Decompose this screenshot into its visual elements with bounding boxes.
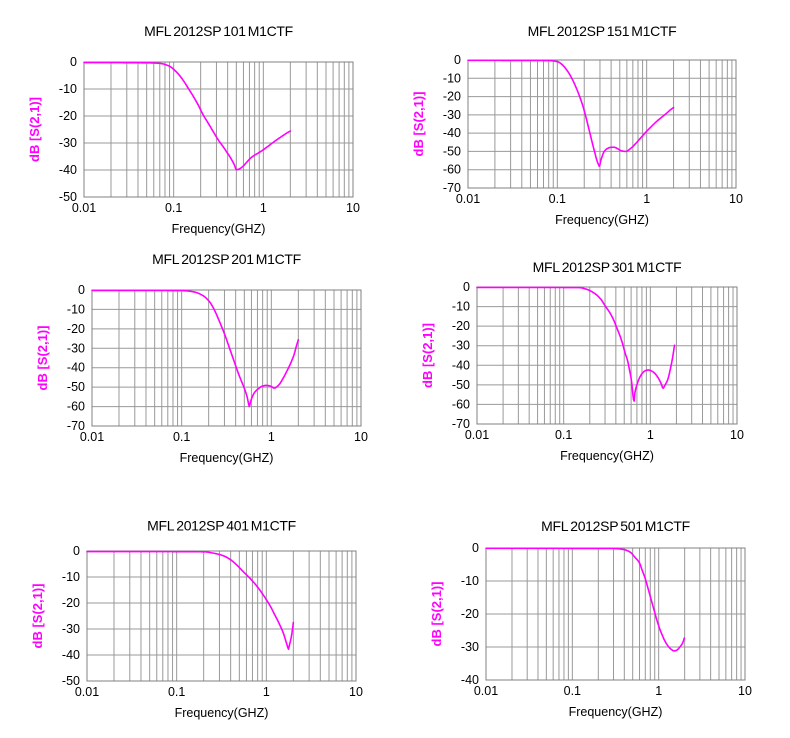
svg-text:1: 1 (655, 684, 662, 698)
svg-text:0: 0 (472, 541, 479, 555)
svg-text:0.01: 0.01 (474, 684, 498, 698)
svg-text:dB [S(2,1)]: dB [S(2,1)] (429, 582, 444, 647)
svg-text:Frequency(GHZ): Frequency(GHZ) (569, 705, 663, 719)
svg-text:-10: -10 (461, 574, 479, 588)
svg-text:-30: -30 (461, 640, 479, 654)
svg-text:MFL 2012SP 501 M1CTF: MFL 2012SP 501 M1CTF (541, 518, 690, 534)
svg-text:0.1: 0.1 (564, 684, 581, 698)
svg-text:10: 10 (738, 684, 752, 698)
svg-text:-20: -20 (461, 607, 479, 621)
